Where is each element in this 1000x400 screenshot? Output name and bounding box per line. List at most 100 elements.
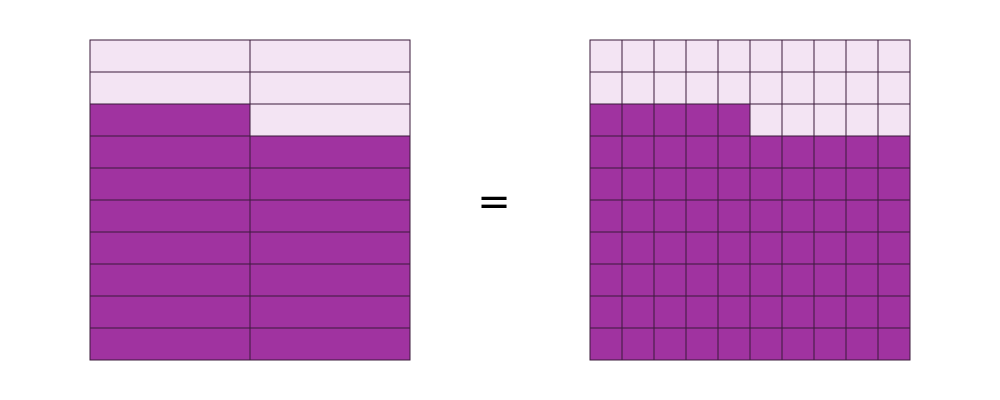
shaded-cell [717, 135, 751, 169]
shaded-cell [653, 295, 687, 329]
shaded-cell [685, 167, 719, 201]
empty-cell [621, 39, 655, 73]
shaded-cell [877, 231, 911, 265]
empty-cell [685, 39, 719, 73]
shaded-cell [249, 295, 411, 329]
empty-cell [89, 71, 251, 105]
shaded-cell [813, 135, 847, 169]
shaded-cell [749, 167, 783, 201]
empty-cell [589, 71, 623, 105]
shaded-cell [685, 295, 719, 329]
shaded-cell [653, 167, 687, 201]
shaded-cell [877, 167, 911, 201]
shaded-cell [717, 327, 751, 361]
shaded-cell [249, 327, 411, 361]
empty-cell [781, 103, 815, 137]
shaded-cell [685, 327, 719, 361]
shaded-cell [249, 263, 411, 297]
empty-cell [653, 71, 687, 105]
shaded-cell [685, 135, 719, 169]
shaded-cell [845, 295, 879, 329]
shaded-cell [717, 231, 751, 265]
empty-cell [653, 39, 687, 73]
shaded-cell [249, 231, 411, 265]
shaded-cell [813, 231, 847, 265]
shaded-cell [653, 135, 687, 169]
shaded-cell [877, 199, 911, 233]
shaded-cell [621, 295, 655, 329]
shaded-cell [813, 295, 847, 329]
shaded-cell [877, 135, 911, 169]
shaded-cell [717, 199, 751, 233]
shaded-cell [749, 295, 783, 329]
shaded-cell [781, 231, 815, 265]
shaded-cell [89, 135, 251, 169]
shaded-cell [845, 231, 879, 265]
empty-cell [89, 39, 251, 73]
empty-cell [749, 39, 783, 73]
shaded-cell [717, 103, 751, 137]
empty-cell [845, 39, 879, 73]
shaded-cell [877, 263, 911, 297]
shaded-cell [89, 199, 251, 233]
empty-cell [249, 103, 411, 137]
shaded-cell [89, 327, 251, 361]
equals-sign: = [477, 179, 511, 225]
shaded-cell [813, 199, 847, 233]
shaded-cell [781, 263, 815, 297]
shaded-cell [589, 263, 623, 297]
shaded-cell [749, 199, 783, 233]
empty-cell [845, 71, 879, 105]
shaded-cell [813, 327, 847, 361]
shaded-cell [813, 263, 847, 297]
shaded-cell [621, 327, 655, 361]
shaded-cell [589, 135, 623, 169]
shaded-cell [749, 327, 783, 361]
shaded-cell [749, 263, 783, 297]
shaded-cell [621, 103, 655, 137]
shaded-cell [845, 327, 879, 361]
shaded-cell [589, 199, 623, 233]
shaded-cell [653, 327, 687, 361]
shaded-cell [845, 199, 879, 233]
shaded-cell [249, 167, 411, 201]
shaded-cell [685, 103, 719, 137]
shaded-cell [781, 199, 815, 233]
shaded-cell [845, 263, 879, 297]
empty-cell [781, 71, 815, 105]
shaded-cell [781, 135, 815, 169]
empty-cell [249, 39, 411, 73]
shaded-cell [653, 231, 687, 265]
empty-cell [877, 71, 911, 105]
empty-cell [813, 71, 847, 105]
empty-cell [717, 39, 751, 73]
shaded-cell [845, 135, 879, 169]
shaded-cell [685, 263, 719, 297]
shaded-cell [621, 135, 655, 169]
empty-cell [717, 71, 751, 105]
empty-cell [781, 39, 815, 73]
shaded-cell [589, 103, 623, 137]
empty-cell [589, 39, 623, 73]
shaded-cell [621, 231, 655, 265]
right-grid [589, 39, 911, 361]
shaded-cell [781, 327, 815, 361]
shaded-cell [685, 199, 719, 233]
shaded-cell [877, 295, 911, 329]
shaded-cell [589, 167, 623, 201]
empty-cell [845, 103, 879, 137]
shaded-cell [749, 135, 783, 169]
empty-cell [749, 71, 783, 105]
empty-cell [249, 71, 411, 105]
shaded-cell [685, 231, 719, 265]
empty-cell [621, 71, 655, 105]
shaded-cell [717, 167, 751, 201]
shaded-cell [621, 199, 655, 233]
shaded-cell [813, 167, 847, 201]
shaded-cell [621, 167, 655, 201]
left-grid [89, 39, 411, 361]
shaded-cell [653, 199, 687, 233]
shaded-cell [589, 231, 623, 265]
